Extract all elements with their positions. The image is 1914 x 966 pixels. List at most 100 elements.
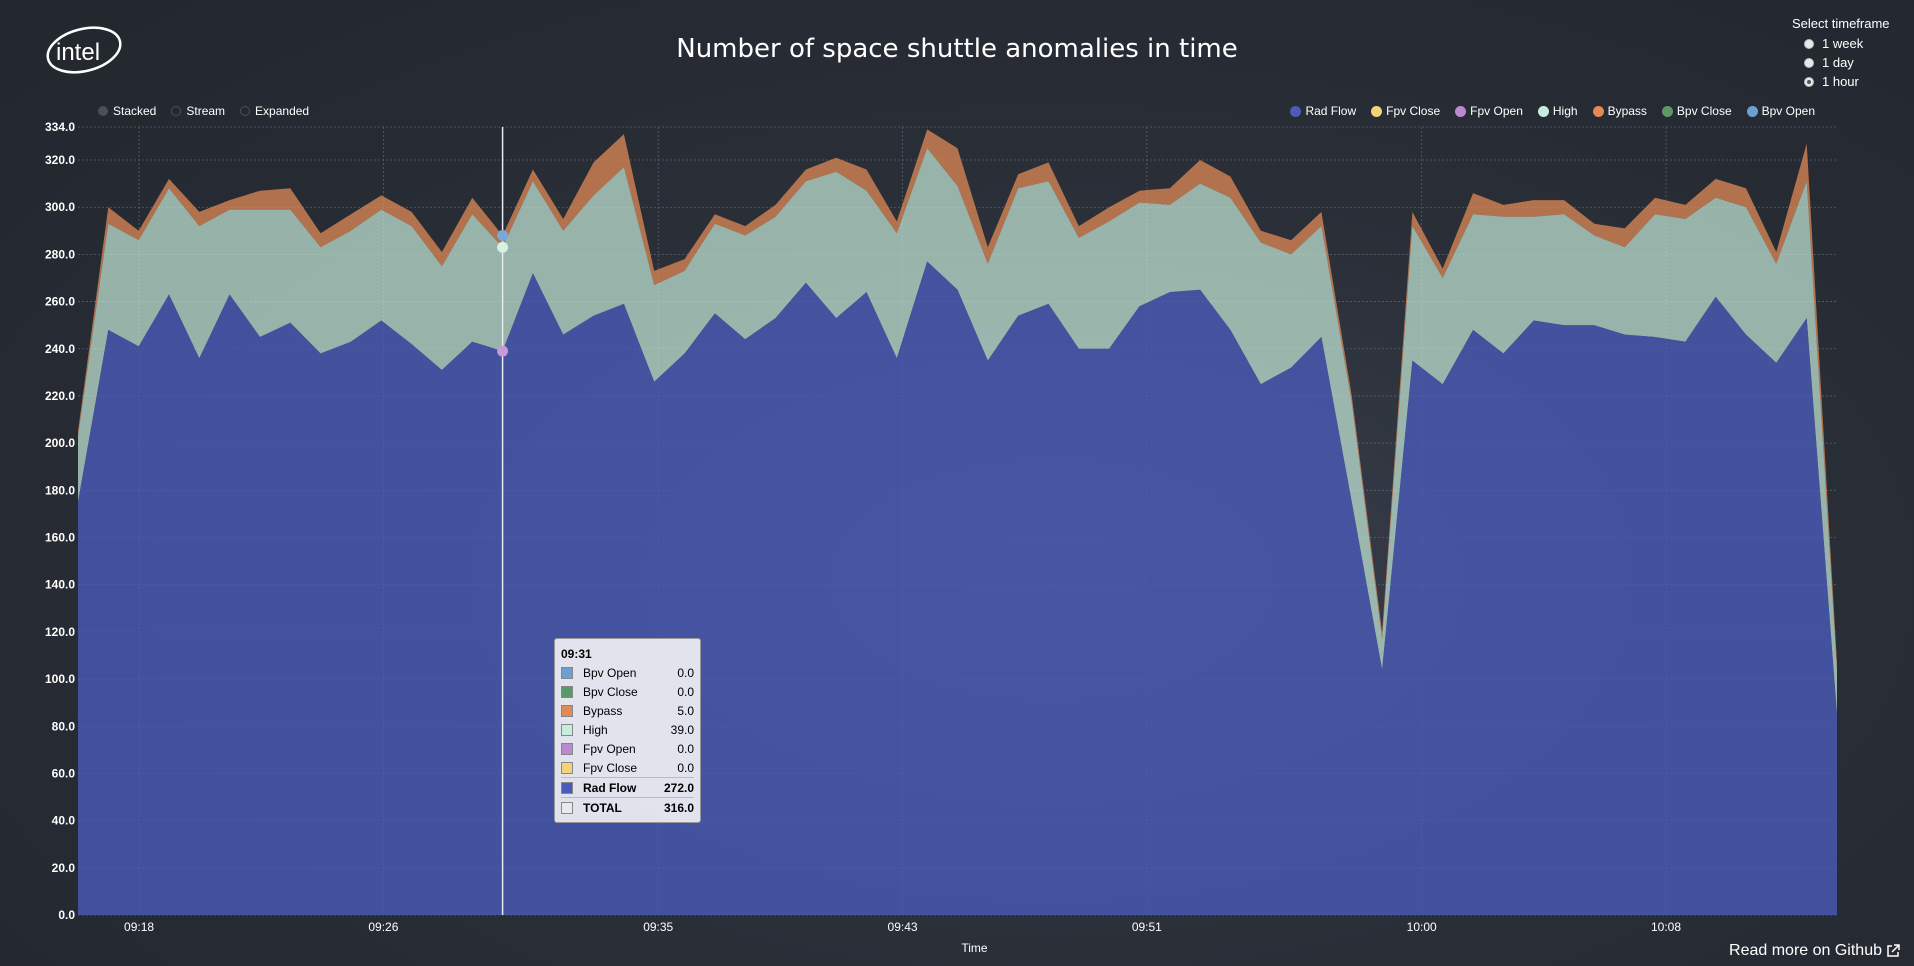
tooltip-series-name: High bbox=[583, 722, 608, 737]
control-stream[interactable]: Stream bbox=[171, 104, 225, 118]
tooltip-row: Fpv Open 0.0 bbox=[561, 739, 694, 758]
y-tick-label: 240.0 bbox=[45, 342, 75, 356]
legend-label: Bpv Close bbox=[1676, 104, 1732, 118]
y-tick-label: 320.0 bbox=[45, 153, 75, 167]
chart-title: Number of space shuttle anomalies in tim… bbox=[676, 34, 1238, 64]
control-stacked-label: Stacked bbox=[113, 104, 157, 118]
x-tick-label: 09:43 bbox=[888, 920, 918, 934]
control-stream-label: Stream bbox=[186, 104, 226, 118]
control-expanded[interactable]: Expanded bbox=[240, 104, 309, 118]
svg-text:intel: intel bbox=[56, 39, 100, 66]
legend-item-rad-flow[interactable]: Rad Flow bbox=[1290, 104, 1356, 118]
y-tick-label: 260.0 bbox=[45, 295, 75, 309]
stacked-radio[interactable] bbox=[98, 106, 108, 116]
control-stacked[interactable]: Stacked bbox=[98, 104, 156, 118]
legend-item-bypass[interactable]: Bypass bbox=[1592, 104, 1647, 118]
y-tick-label: 280.0 bbox=[45, 247, 75, 261]
y-tick-label: 300.0 bbox=[45, 200, 75, 214]
external-link-icon bbox=[1887, 944, 1900, 957]
tooltip-row: Bpv Open 0.0 bbox=[561, 663, 694, 682]
legend-dot bbox=[1371, 105, 1383, 117]
legend-dot bbox=[1592, 105, 1604, 117]
tooltip-swatch bbox=[561, 685, 573, 698]
y-tick-label: 120.0 bbox=[45, 625, 75, 639]
tooltip-series-name: Fpv Close bbox=[583, 760, 638, 775]
legend-dot bbox=[1661, 105, 1673, 117]
timeframe-option-1-hour[interactable]: 1 hour bbox=[1792, 72, 1890, 91]
tooltip-series-name: Bpv Close bbox=[583, 684, 638, 699]
github-link[interactable]: Read more on Github bbox=[1729, 942, 1900, 960]
timeframe-option-1-week[interactable]: 1 week bbox=[1792, 34, 1890, 53]
tooltip-series-value: 0.0 bbox=[677, 665, 694, 680]
chart-tooltip: 09:31 Bpv Open 0.0 Bpv Close 0.0 Bypass 5.0 Hi… bbox=[554, 638, 701, 823]
legend-label: Bpv Open bbox=[1761, 104, 1815, 118]
tooltip-row: High 39.0 bbox=[561, 720, 694, 739]
tooltip-total-label: TOTAL bbox=[583, 800, 622, 815]
legend-dot bbox=[1746, 105, 1758, 117]
tooltip-series-value: 0.0 bbox=[677, 760, 694, 775]
y-tick-label: 180.0 bbox=[45, 483, 75, 497]
y-tick-label: 20.0 bbox=[52, 861, 76, 875]
series-area-high bbox=[78, 148, 1837, 715]
tooltip-total-row: TOTAL 316.0 bbox=[561, 798, 694, 817]
legend-label: Bypass bbox=[1607, 104, 1647, 118]
y-tick-label: 220.0 bbox=[45, 389, 75, 403]
y-tick-label: 140.0 bbox=[45, 578, 75, 592]
x-axis-label: Time bbox=[961, 941, 988, 955]
series-area-rad-flow bbox=[78, 261, 1837, 915]
hover-marker-fpv-open bbox=[497, 345, 509, 357]
legend-item-bpv-close[interactable]: Bpv Close bbox=[1661, 104, 1732, 118]
chart-legend: Rad Flow Fpv Close Fpv Open High Bypass Bpv C… bbox=[1275, 104, 1815, 118]
tooltip-time: 09:31 bbox=[561, 647, 592, 661]
tooltip-series-value: 0.0 bbox=[677, 741, 694, 756]
radio-1-week[interactable] bbox=[1804, 38, 1814, 49]
legend-dot bbox=[1290, 105, 1302, 117]
x-tick-label: 10:08 bbox=[1651, 920, 1681, 934]
legend-item-bpv-open[interactable]: Bpv Open bbox=[1746, 104, 1815, 118]
timeframe-option-1-day[interactable]: 1 day bbox=[1792, 53, 1890, 72]
y-tick-label: 334.0 bbox=[45, 120, 75, 134]
timeframe-selector: Select timeframe 1 week 1 day 1 hour bbox=[1792, 16, 1890, 91]
tooltip-row: Bpv Close 0.0 bbox=[561, 682, 694, 701]
tooltip-swatch bbox=[561, 742, 573, 755]
chart-style-controls: Stacked Stream Expanded bbox=[98, 104, 324, 118]
tooltip-row: Bypass 5.0 bbox=[561, 701, 694, 720]
legend-item-fpv-close[interactable]: Fpv Close bbox=[1371, 104, 1440, 118]
tooltip-series-name: Bypass bbox=[583, 703, 623, 718]
legend-label: Rad Flow bbox=[1305, 104, 1357, 118]
timeframe-label-1-hour: 1 hour bbox=[1822, 74, 1859, 89]
x-tick-label: 09:35 bbox=[643, 920, 673, 934]
legend-item-high[interactable]: High bbox=[1537, 104, 1578, 118]
hover-marker-bpv-open bbox=[497, 230, 509, 242]
tooltip-series-name: Rad Flow bbox=[583, 780, 637, 795]
tooltip-series-value: 0.0 bbox=[677, 684, 694, 699]
tooltip-swatch bbox=[561, 781, 573, 794]
y-tick-label: 160.0 bbox=[45, 531, 75, 545]
y-tick-label: 80.0 bbox=[52, 719, 76, 733]
radio-1-day[interactable] bbox=[1804, 57, 1814, 68]
stream-radio[interactable] bbox=[171, 106, 182, 116]
y-tick-label: 40.0 bbox=[52, 814, 76, 828]
tooltip-row: Rad Flow 272.0 bbox=[561, 777, 694, 798]
legend-label: Fpv Close bbox=[1386, 104, 1441, 118]
x-tick-label: 09:18 bbox=[124, 920, 154, 934]
x-tick-label: 09:26 bbox=[368, 920, 398, 934]
legend-label: Fpv Open bbox=[1470, 104, 1523, 118]
github-link-text: Read more on Github bbox=[1729, 942, 1882, 959]
legend-item-fpv-open[interactable]: Fpv Open bbox=[1455, 104, 1523, 118]
tooltip-total-swatch bbox=[561, 801, 573, 814]
legend-dot bbox=[1455, 105, 1467, 117]
radio-1-hour[interactable] bbox=[1804, 76, 1814, 87]
timeframe-title: Select timeframe bbox=[1792, 16, 1890, 31]
legend-dot bbox=[1537, 105, 1549, 117]
hover-marker-high bbox=[497, 241, 509, 253]
y-tick-label: 0.0 bbox=[58, 908, 75, 922]
tooltip-series-value: 5.0 bbox=[677, 703, 694, 718]
y-tick-label: 200.0 bbox=[45, 436, 75, 450]
expanded-radio[interactable] bbox=[240, 106, 251, 116]
tooltip-series-value: 39.0 bbox=[670, 722, 694, 737]
tooltip-series-name: Fpv Open bbox=[583, 741, 636, 756]
timeframe-label-1-day: 1 day bbox=[1822, 55, 1854, 70]
tooltip-swatch bbox=[561, 666, 573, 679]
